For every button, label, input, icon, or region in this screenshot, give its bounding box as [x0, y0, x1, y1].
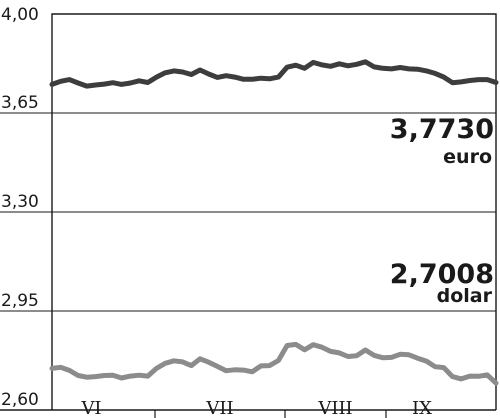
- series-last-value-euro: 3,7730: [390, 114, 494, 145]
- y-tick-label: 4,00: [1, 5, 39, 25]
- frame-border: [51, 13, 497, 410]
- y-axis-tick-labels: 4,00 3,65 3,30 2,95 2,60: [1, 5, 39, 410]
- label-background: [392, 114, 495, 170]
- x-axis: VI VII VIII IX: [0, 398, 496, 418]
- series-name-euro: euro: [443, 146, 492, 168]
- x-tick-label-VIII: VIII: [317, 398, 352, 418]
- plot-frame: [51, 13, 497, 410]
- y-tick-label: 2,95: [1, 291, 39, 311]
- y-tick-label: 3,65: [1, 93, 39, 113]
- x-tick-label-IX: IX: [412, 398, 432, 418]
- series-last-value-dolar: 2,7008: [390, 259, 494, 290]
- horizontal-gridlines: [0, 112, 496, 312]
- x-tick-label-VII: VII: [205, 398, 233, 418]
- series-line-euro: [49, 59, 499, 89]
- series-line-dolar: [49, 341, 499, 386]
- y-tick-label: 2,60: [1, 390, 39, 410]
- y-tick-label: 3,30: [1, 192, 39, 212]
- series-name-dolar: dolar: [437, 285, 493, 307]
- series-lines: [49, 59, 499, 386]
- label-background: [392, 256, 495, 306]
- x-tick-label-VI: VI: [80, 398, 101, 418]
